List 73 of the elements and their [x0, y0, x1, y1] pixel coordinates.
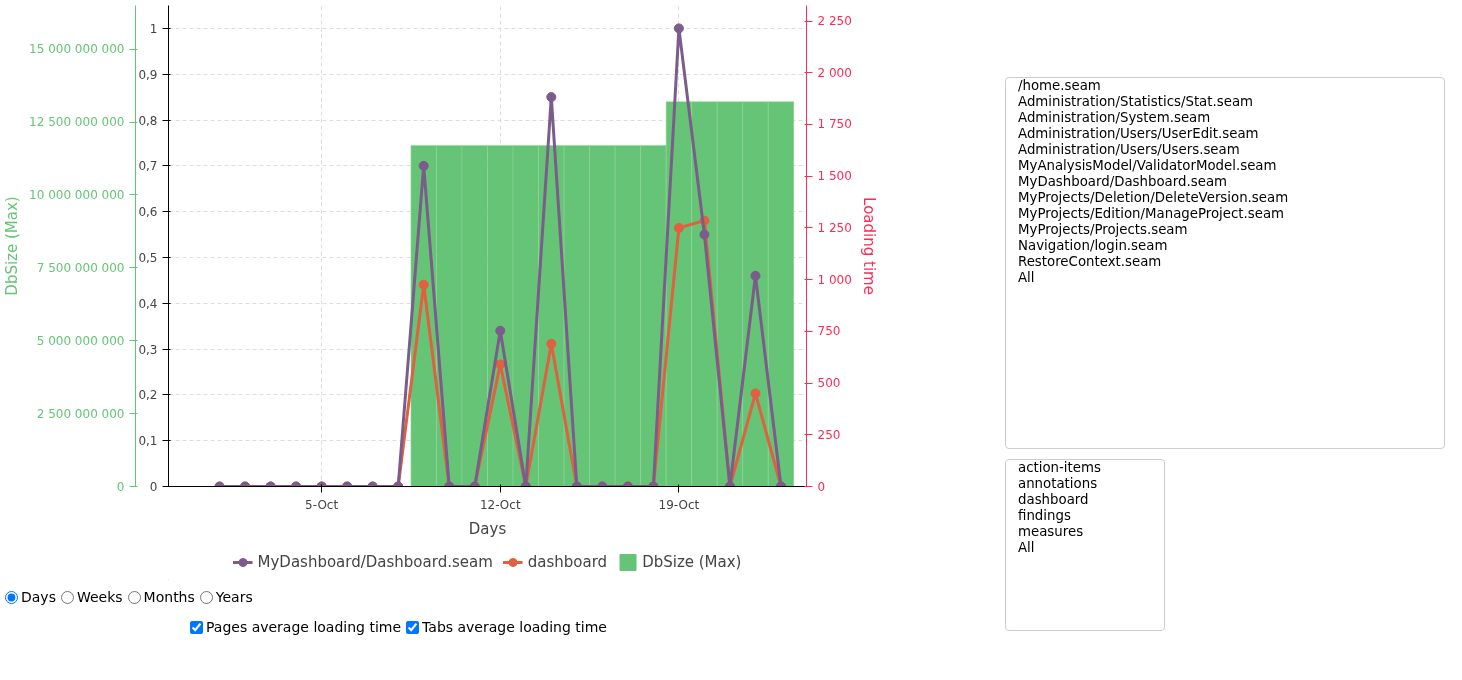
text: Administration/System.seam [1018, 110, 1432, 126]
point [673, 23, 684, 34]
point [546, 92, 557, 103]
y-tick-label: 0 [149, 480, 158, 494]
y2-tick-label: 250 [817, 427, 841, 442]
point [673, 222, 684, 233]
point [750, 388, 761, 399]
y3-axis-title: DbSize (Max) [3, 196, 22, 296]
text: annotations [1018, 476, 1152, 492]
text: MyProjects/Edition/ManageProject.seam [1018, 206, 1432, 222]
text: RestoreContext.seam [1018, 254, 1432, 270]
x-tick-label: 5-Oct [305, 497, 339, 512]
y-tick-label: 0,5 [138, 250, 158, 265]
y3-tick-label: 2 500 000 000 [36, 406, 125, 421]
y2-tick-label: 1 250 [817, 220, 852, 235]
text: action-items [1018, 460, 1152, 476]
point [750, 270, 761, 281]
x-tick-label: 12-Oct [479, 497, 521, 512]
point [495, 359, 506, 370]
y-tick-label: 1 [149, 21, 158, 36]
text: Administration/Users/UserEdit.seam [1018, 126, 1432, 142]
y3-tick-label: 5 000 000 000 [36, 333, 125, 348]
text: Administration/Statistics/Stat.seam [1018, 94, 1432, 110]
y2-tick-label: 2 250 [817, 14, 852, 29]
text: Weeks [76, 589, 123, 605]
text: Pages average loading time [206, 619, 402, 635]
point [418, 160, 429, 171]
y-tick-label: 0,8 [138, 113, 158, 128]
y3-tick-label: 15 000 000 000 [29, 42, 125, 57]
y-tick-label: 0,9 [138, 67, 158, 82]
text: Administration/Users/Users.seam [1018, 142, 1432, 158]
text: Navigation/login.seam [1018, 238, 1432, 254]
text: measures [1018, 524, 1152, 540]
text: dashboard [1018, 492, 1152, 508]
point [495, 325, 506, 336]
legend-label: dashboard [527, 553, 608, 571]
text: Tabs average loading time [422, 619, 607, 635]
y2-tick-label: 1 500 [817, 169, 852, 184]
y-tick-label: 0,7 [138, 159, 158, 174]
legend-label: MyDashboard/Dashboard.seam [257, 553, 493, 571]
text: MyProjects/Projects.seam [1018, 222, 1432, 238]
point [699, 229, 710, 240]
y3-tick-label: 10 000 000 000 [29, 187, 125, 202]
y2-tick-label: 1 750 [817, 117, 852, 132]
y3-tick-label: 0 [116, 479, 125, 494]
text: Years [215, 589, 253, 605]
y-tick-label: 0,1 [138, 434, 158, 449]
y2-axis-title: Loading time [859, 197, 878, 295]
y3-tick-label: 12 500 000 000 [29, 115, 125, 130]
y2-tick-label: 750 [817, 324, 841, 339]
y-tick-label: 0,3 [138, 342, 158, 357]
y2-tick-label: 1 000 [817, 272, 852, 287]
text: MyProjects/Deletion/DeleteVersion.seam [1018, 190, 1432, 206]
legend-label: DbSize (Max) [642, 553, 742, 571]
y-tick-label: 0,4 [138, 296, 158, 311]
text: All [1018, 540, 1152, 556]
text: MyAnalysisModel/ValidatorModel.seam [1018, 158, 1432, 174]
text: Months [143, 589, 195, 605]
y3-tick-label: 7 500 000 000 [36, 260, 125, 275]
x-axis-title: Days [468, 519, 507, 538]
text: All [1018, 270, 1432, 286]
y-tick-label: 0,2 [138, 388, 158, 403]
text: findings [1018, 508, 1152, 524]
text: /home.seam [1018, 78, 1432, 94]
y2-tick-label: 500 [817, 376, 841, 391]
text: MyDashboard/Dashboard.seam [1018, 174, 1432, 190]
point [418, 279, 429, 290]
y2-tick-label: 2 000 [817, 65, 852, 80]
text: Days [21, 589, 56, 605]
point [546, 338, 557, 349]
y2-tick-label: 0 [817, 479, 826, 494]
y-tick-label: 0,6 [138, 205, 158, 220]
x-tick-label: 19-Oct [658, 497, 700, 512]
